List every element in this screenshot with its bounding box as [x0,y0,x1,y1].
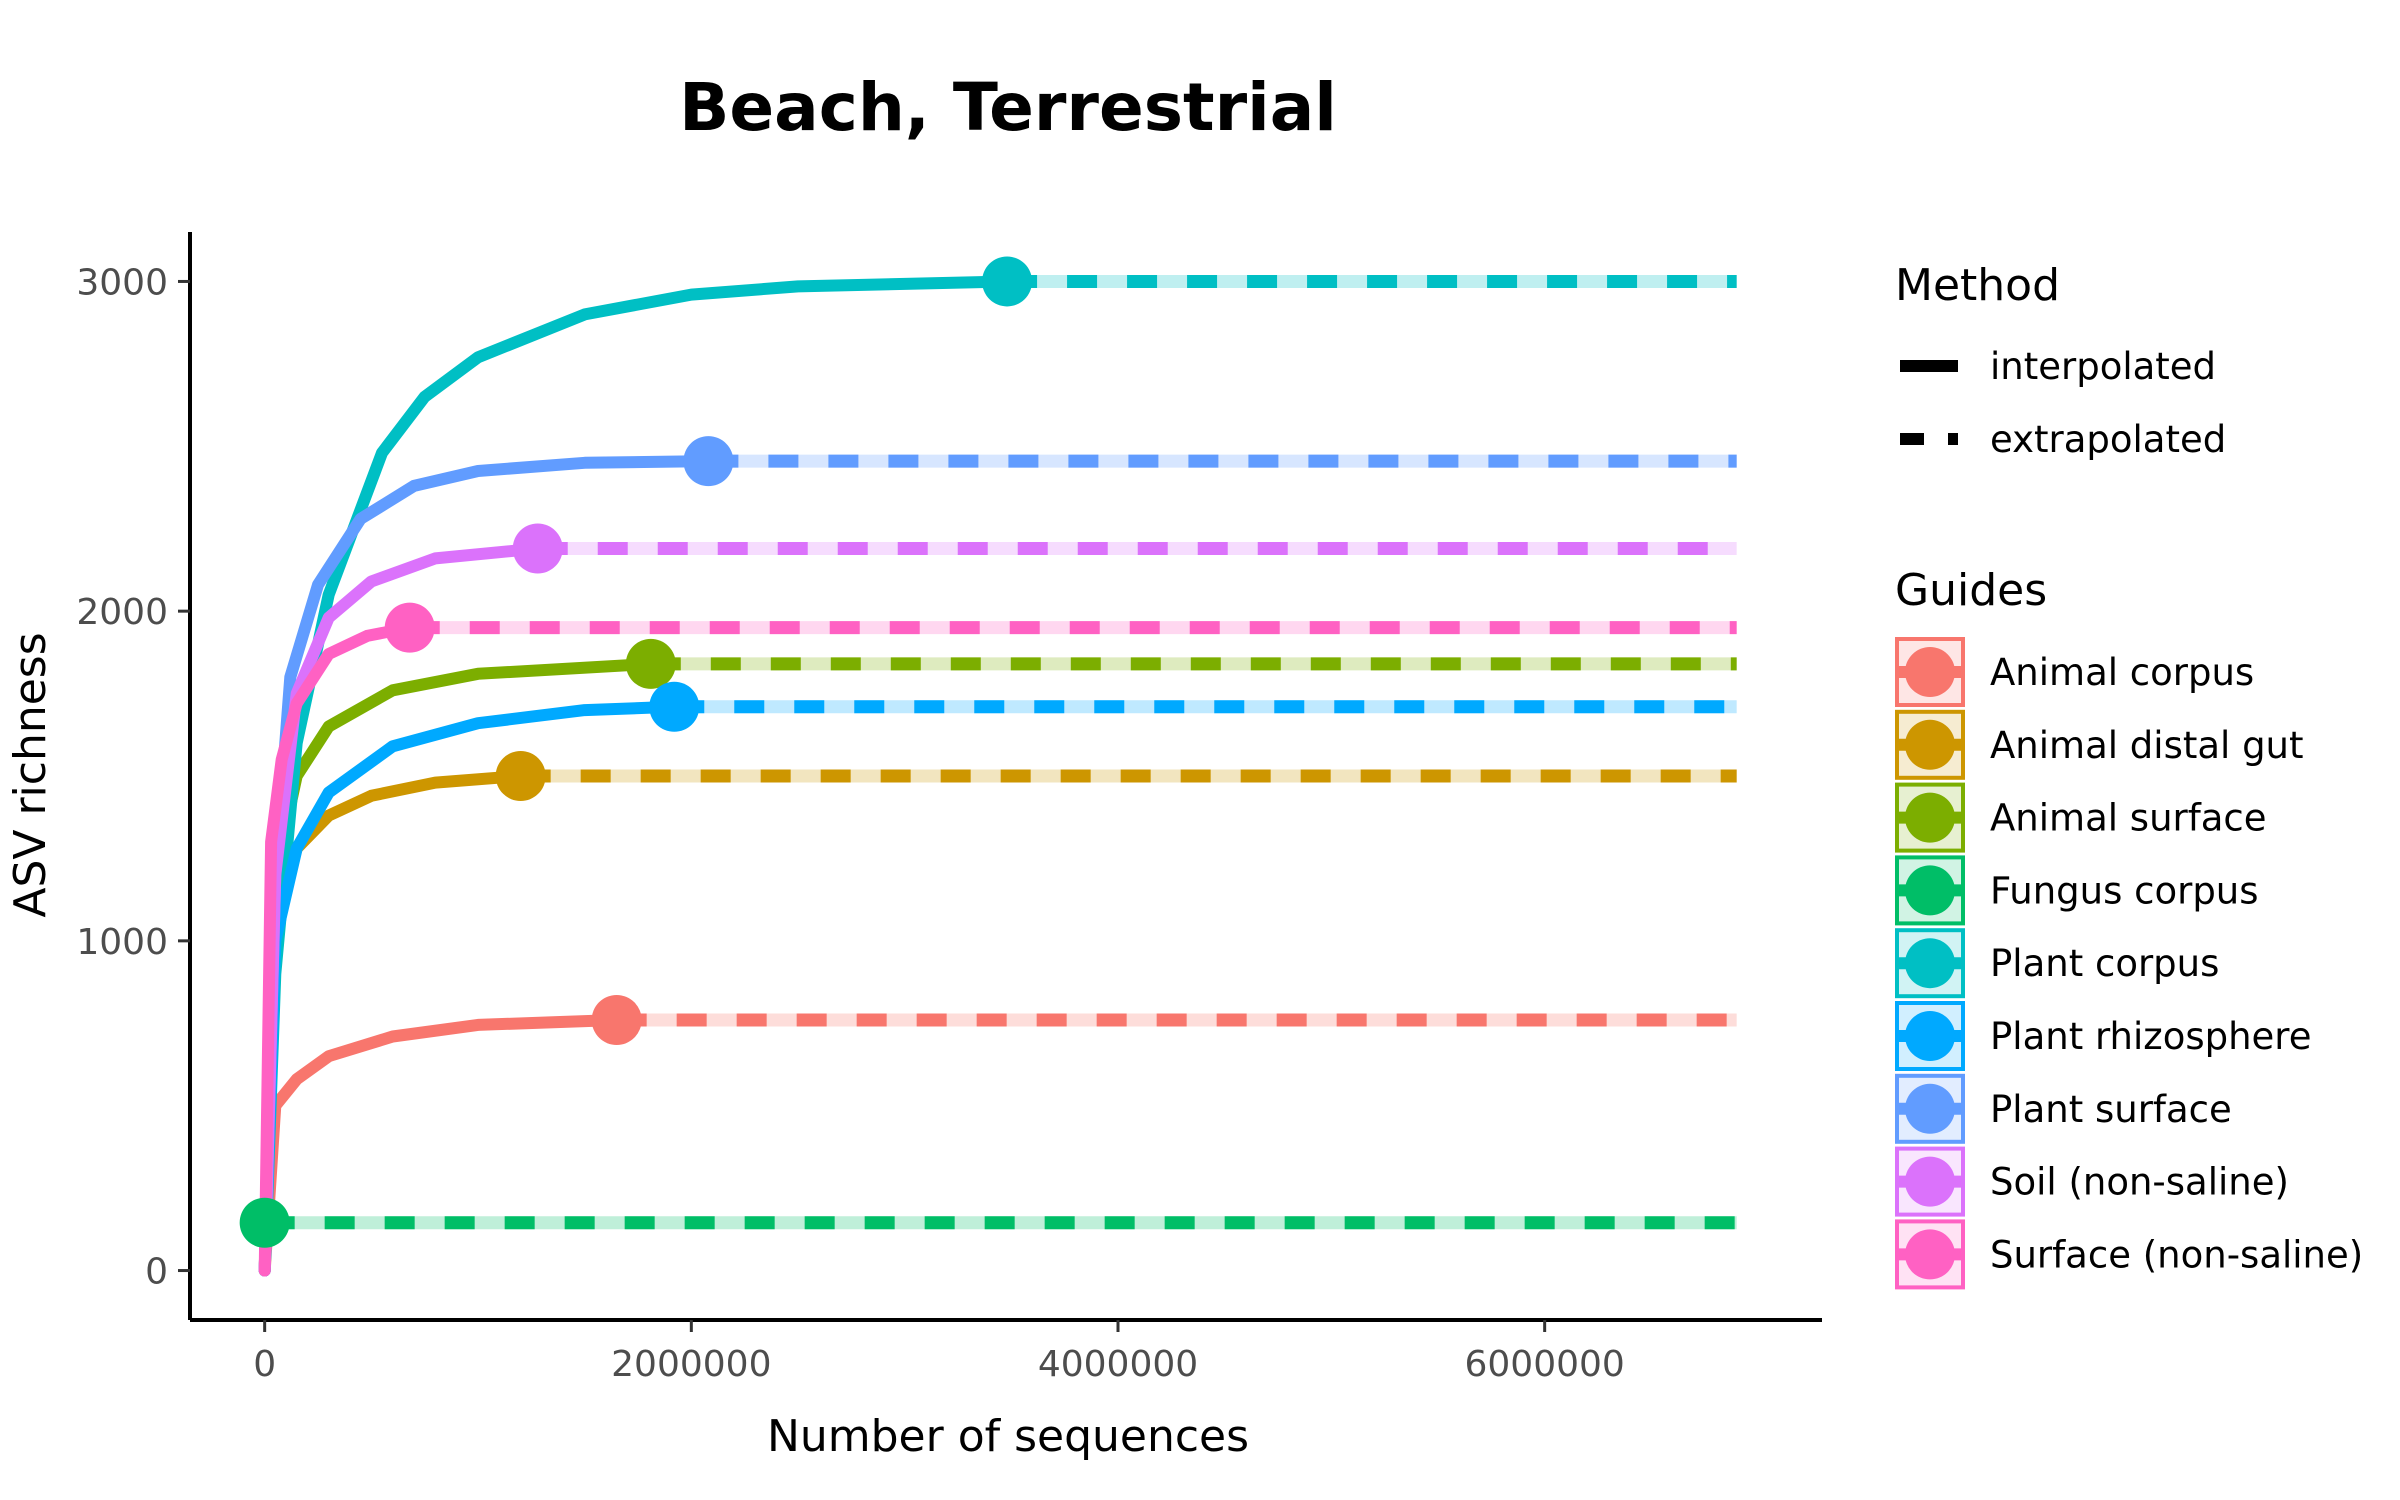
y-axis-label: ASV richness [5,632,56,917]
interpolated-line-animal-surface [265,664,651,1271]
x-axis-label: Number of sequences [767,1411,1249,1462]
legend-key-point-soil-non-saline [1905,1157,1955,1207]
legend-label-animal-surface: Animal surface [1990,797,2267,840]
observed-point-animal-corpus [592,995,642,1045]
y-axis: 0 1000 2000 3000 [76,232,190,1320]
method-legend-title: Method [1895,260,2060,311]
legend-key-point-animal-surface [1905,793,1955,843]
interpolated-line-animal-corpus [265,1020,617,1271]
chart-title: Beach, Terrestrial [679,69,1337,146]
observed-point-animal-surface [626,639,676,689]
legend-label-surface-non-saline: Surface (non-saline) [1990,1233,2363,1276]
x-axis: 0 2000000 4000000 6000000 [190,1320,1822,1385]
guides-legend-title: Guides [1895,565,2047,616]
interpolated-line-soil-non-saline [265,549,538,1271]
observed-point-plant-corpus [982,256,1032,306]
legend-label-plant-surface: Plant surface [1990,1088,2232,1131]
x-tick-label: 2000000 [611,1344,771,1385]
legend-label-interpolated: interpolated [1990,345,2216,388]
legend-key-point-animal-corpus [1905,647,1955,697]
observed-point-animal-distal-gut [496,751,546,801]
legend-key-point-plant-rhizosphere [1905,1011,1955,1061]
legend-key-point-plant-surface [1905,1084,1955,1134]
legend-key-point-surface-non-saline [1905,1229,1955,1279]
y-tick-label: 0 [145,1252,168,1293]
legend-label-animal-corpus: Animal corpus [1990,651,2254,694]
observed-point-plant-rhizosphere [649,682,699,732]
observed-point-fungus-corpus [240,1198,290,1248]
y-tick-label: 2000 [76,592,168,633]
observed-point-plant-surface [683,436,733,486]
method-legend: Method interpolated extrapolated [1895,260,2226,461]
y-tick-label: 1000 [76,922,168,963]
observed-point-soil-non-saline [513,524,563,574]
x-tick-label: 4000000 [1038,1344,1198,1385]
plot-area [240,256,1737,1270]
legend-key-point-plant-corpus [1905,938,1955,988]
legend-label-fungus-corpus: Fungus corpus [1990,869,2259,912]
guides-legend: Guides Animal corpus Animal distal gut Ani… [1895,565,2363,1287]
x-tick-label: 6000000 [1464,1344,1624,1385]
legend-label-animal-distal-gut: Animal distal gut [1990,724,2304,767]
legend-key-point-fungus-corpus [1905,865,1955,915]
legend-label-extrapolated: extrapolated [1990,418,2226,461]
interpolated-line-plant-rhizosphere [265,707,675,1271]
x-tick-label: 0 [253,1344,276,1385]
legend-label-soil-non-saline: Soil (non-saline) [1990,1161,2289,1204]
observed-point-surface-non-saline [385,603,435,653]
legend-key-point-animal-distal-gut [1905,720,1955,770]
y-tick-label: 3000 [76,262,168,303]
legend-label-plant-corpus: Plant corpus [1990,942,2219,985]
legend-label-plant-rhizosphere: Plant rhizosphere [1990,1015,2311,1058]
